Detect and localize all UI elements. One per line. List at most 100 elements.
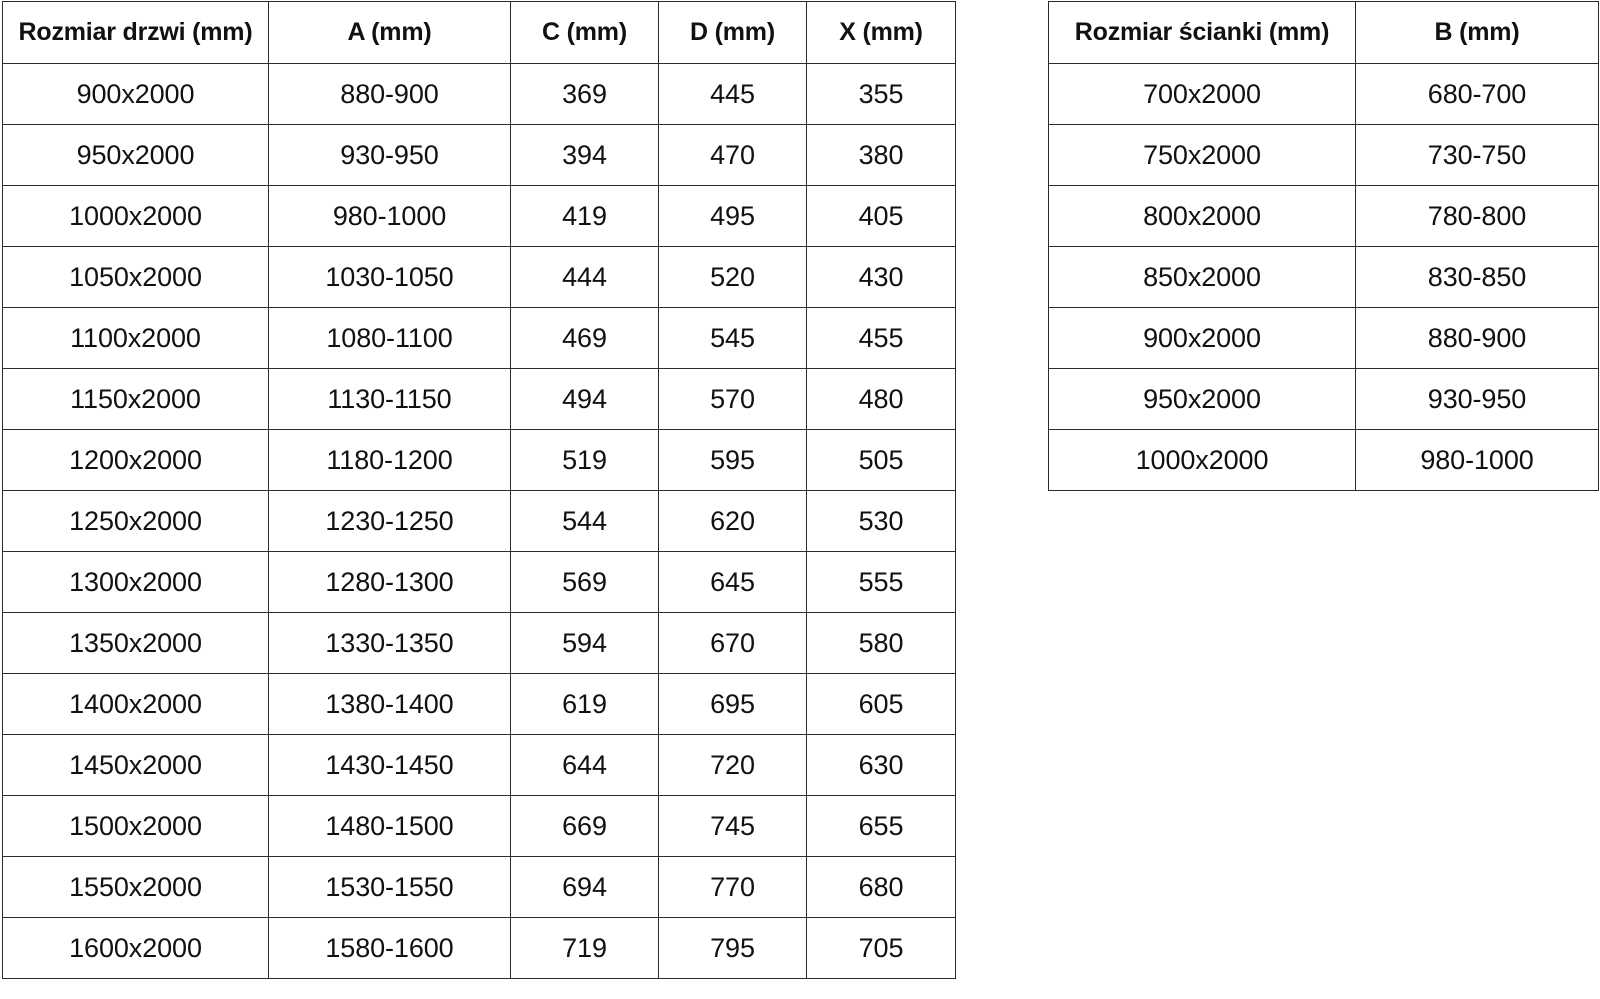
cell-a: 930-950	[268, 124, 511, 186]
cell-wall-size: 1000x2000	[1048, 429, 1356, 491]
column-header-door-size: Rozmiar drzwi (mm)	[2, 1, 269, 64]
cell-d: 645	[658, 551, 807, 613]
cell-c: 694	[510, 856, 659, 918]
table-row: 900x2000 880-900	[1048, 307, 1599, 369]
cell-c: 669	[510, 795, 659, 857]
cell-c: 619	[510, 673, 659, 735]
cell-d: 620	[658, 490, 807, 552]
cell-door-size: 1600x2000	[2, 917, 269, 979]
cell-x: 455	[806, 307, 956, 369]
cell-c: 719	[510, 917, 659, 979]
cell-x: 430	[806, 246, 956, 308]
cell-b: 980-1000	[1355, 429, 1599, 491]
column-header-c: C (mm)	[510, 1, 659, 64]
cell-wall-size: 950x2000	[1048, 368, 1356, 430]
table-header-row: Rozmiar drzwi (mm) A (mm) C (mm) D (mm) …	[2, 1, 956, 64]
cell-door-size: 1400x2000	[2, 673, 269, 735]
column-header-x: X (mm)	[806, 1, 956, 64]
cell-c: 419	[510, 185, 659, 247]
cell-x: 405	[806, 185, 956, 247]
table-row: 1300x2000 1280-1300 569 645 555	[2, 551, 956, 613]
cell-a: 1230-1250	[268, 490, 511, 552]
column-header-wall-size: Rozmiar ścianki (mm)	[1048, 1, 1356, 64]
cell-a: 1430-1450	[268, 734, 511, 796]
cell-a: 1180-1200	[268, 429, 511, 491]
cell-c: 369	[510, 63, 659, 125]
cell-c: 444	[510, 246, 659, 308]
table-row: 1550x2000 1530-1550 694 770 680	[2, 856, 956, 918]
cell-door-size: 1350x2000	[2, 612, 269, 674]
cell-door-size: 1100x2000	[2, 307, 269, 369]
cell-wall-size: 900x2000	[1048, 307, 1356, 369]
cell-x: 480	[806, 368, 956, 430]
table-row: 1450x2000 1430-1450 644 720 630	[2, 734, 956, 796]
cell-d: 670	[658, 612, 807, 674]
shower-door-dimensions-table: Rozmiar drzwi (mm) A (mm) C (mm) D (mm) …	[2, 1, 956, 979]
cell-a: 1280-1300	[268, 551, 511, 613]
cell-x: 655	[806, 795, 956, 857]
cell-a: 1080-1100	[268, 307, 511, 369]
cell-b: 680-700	[1355, 63, 1599, 125]
cell-x: 705	[806, 917, 956, 979]
table-row: 1150x2000 1130-1150 494 570 480	[2, 368, 956, 430]
table-row: 1200x2000 1180-1200 519 595 505	[2, 429, 956, 491]
cell-c: 519	[510, 429, 659, 491]
cell-c: 544	[510, 490, 659, 552]
cell-d: 745	[658, 795, 807, 857]
cell-d: 570	[658, 368, 807, 430]
cell-b: 830-850	[1355, 246, 1599, 308]
cell-d: 520	[658, 246, 807, 308]
cell-d: 595	[658, 429, 807, 491]
cell-door-size: 1300x2000	[2, 551, 269, 613]
table-row: 1000x2000 980-1000 419 495 405	[2, 185, 956, 247]
table-row: 1050x2000 1030-1050 444 520 430	[2, 246, 956, 308]
cell-door-size: 1150x2000	[2, 368, 269, 430]
cell-door-size: 900x2000	[2, 63, 269, 125]
table-row: 950x2000 930-950 394 470 380	[2, 124, 956, 186]
cell-x: 580	[806, 612, 956, 674]
cell-d: 470	[658, 124, 807, 186]
cell-d: 770	[658, 856, 807, 918]
cell-door-size: 1200x2000	[2, 429, 269, 491]
cell-b: 730-750	[1355, 124, 1599, 186]
cell-x: 680	[806, 856, 956, 918]
cell-door-size: 1050x2000	[2, 246, 269, 308]
cell-door-size: 950x2000	[2, 124, 269, 186]
table-row: 1000x2000 980-1000	[1048, 429, 1599, 491]
table-row: 750x2000 730-750	[1048, 124, 1599, 186]
cell-b: 930-950	[1355, 368, 1599, 430]
cell-c: 644	[510, 734, 659, 796]
cell-d: 795	[658, 917, 807, 979]
shower-wall-dimensions-table: Rozmiar ścianki (mm) B (mm) 700x2000 680…	[1048, 1, 1599, 491]
table-row: 1250x2000 1230-1250 544 620 530	[2, 490, 956, 552]
cell-door-size: 1250x2000	[2, 490, 269, 552]
cell-door-size: 1450x2000	[2, 734, 269, 796]
cell-x: 355	[806, 63, 956, 125]
cell-a: 880-900	[268, 63, 511, 125]
cell-c: 494	[510, 368, 659, 430]
cell-a: 1330-1350	[268, 612, 511, 674]
cell-d: 695	[658, 673, 807, 735]
table-row: 1500x2000 1480-1500 669 745 655	[2, 795, 956, 857]
cell-c: 394	[510, 124, 659, 186]
cell-wall-size: 850x2000	[1048, 246, 1356, 308]
cell-wall-size: 700x2000	[1048, 63, 1356, 125]
table-row: 1600x2000 1580-1600 719 795 705	[2, 917, 956, 979]
cell-x: 605	[806, 673, 956, 735]
table-row: 850x2000 830-850	[1048, 246, 1599, 308]
column-header-a: A (mm)	[268, 1, 511, 64]
cell-a: 1130-1150	[268, 368, 511, 430]
table-row: 1400x2000 1380-1400 619 695 605	[2, 673, 956, 735]
cell-d: 495	[658, 185, 807, 247]
table-row: 800x2000 780-800	[1048, 185, 1599, 247]
cell-b: 780-800	[1355, 185, 1599, 247]
cell-b: 880-900	[1355, 307, 1599, 369]
cell-a: 1030-1050	[268, 246, 511, 308]
column-header-d: D (mm)	[658, 1, 807, 64]
cell-d: 445	[658, 63, 807, 125]
cell-a: 1480-1500	[268, 795, 511, 857]
cell-a: 1580-1600	[268, 917, 511, 979]
table-row: 900x2000 880-900 369 445 355	[2, 63, 956, 125]
cell-x: 630	[806, 734, 956, 796]
